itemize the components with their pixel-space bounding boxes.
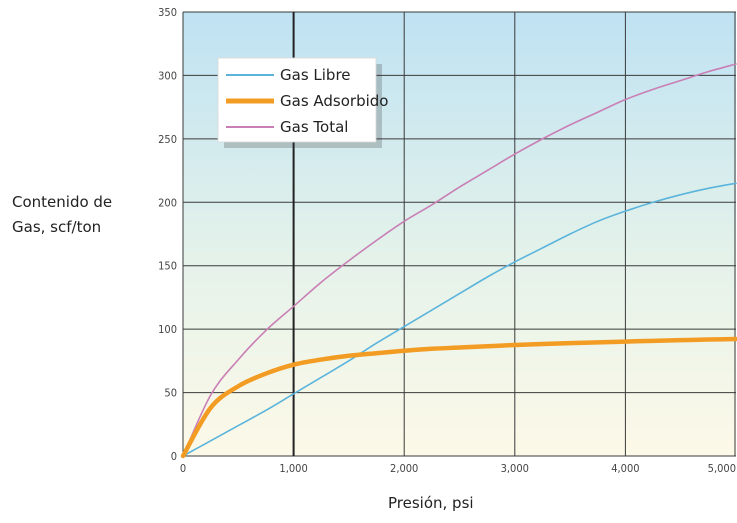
x-axis-label: Presión, psi: [388, 494, 474, 512]
series-line-gas-libre: [182, 182, 737, 457]
x-tick-label-4: 4,000: [611, 462, 639, 475]
y-tick-label-7: 350: [158, 6, 177, 19]
y-axis-label: Contenido de Gas, scf/ton: [12, 190, 112, 240]
legend-label-gas-adsorbido: Gas Adsorbido: [280, 92, 388, 110]
x-tick-label-5: 5,000: [708, 462, 736, 475]
y-tick-label-0: 0: [171, 450, 177, 463]
legend-label-gas-total: Gas Total: [280, 118, 348, 136]
x-tick-label-3: 3,000: [501, 462, 529, 475]
y-tick-label-5: 250: [158, 133, 177, 146]
y-tick-label-6: 300: [158, 69, 177, 82]
y-axis-label-line-2: Gas, scf/ton: [12, 218, 102, 236]
y-axis-label-line-1: Contenido de: [12, 193, 113, 211]
x-tick-label-0: 0: [180, 462, 186, 475]
x-tick-label-2: 2,000: [390, 462, 418, 475]
y-tick-label-1: 50: [164, 387, 177, 400]
series-line-gas-adsorbido: [180, 336, 737, 459]
y-tick-label-4: 200: [158, 196, 177, 209]
y-tick-label-3: 150: [158, 260, 177, 273]
legend-label-gas-libre: Gas Libre: [280, 66, 351, 84]
x-tick-label-1: 1,000: [279, 462, 307, 475]
y-tick-label-2: 100: [158, 323, 177, 336]
series-line-gas-total: [182, 63, 737, 457]
